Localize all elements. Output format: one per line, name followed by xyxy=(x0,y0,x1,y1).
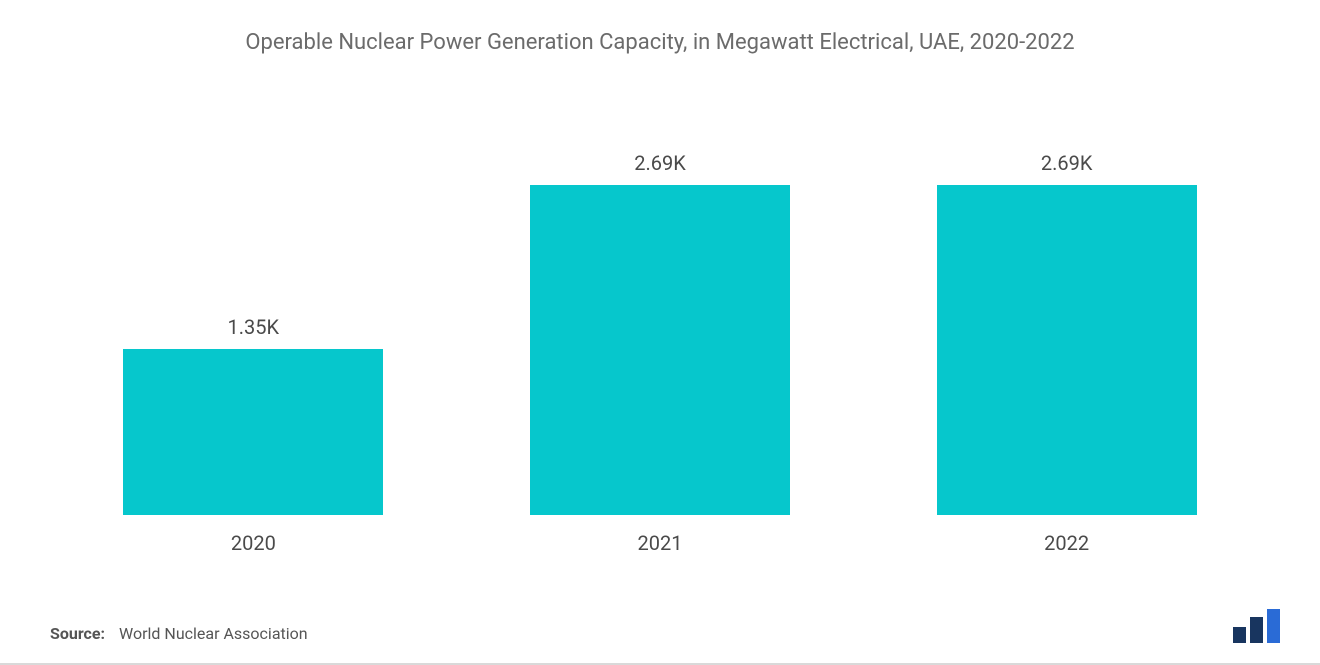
source-label: Source: xyxy=(50,624,105,643)
bar-value-2: 2.69K xyxy=(1041,151,1093,175)
chart-title: Operable Nuclear Power Generation Capaci… xyxy=(50,30,1270,55)
bars-row: 1.35K 2.69K 2.69K xyxy=(50,95,1270,515)
bar-group-0: 1.35K xyxy=(50,315,457,515)
source-row: Source: World Nuclear Association xyxy=(50,624,308,643)
x-label-1: 2021 xyxy=(457,531,864,555)
bar-group-1: 2.69K xyxy=(457,151,864,515)
bar-value-1: 2.69K xyxy=(634,151,686,175)
x-label-0: 2020 xyxy=(50,531,457,555)
bar-group-2: 2.69K xyxy=(863,151,1270,515)
logo-icon xyxy=(1231,607,1285,645)
plot-area: 1.35K 2.69K 2.69K 2020 2021 2022 xyxy=(50,95,1270,555)
brand-logo xyxy=(1231,607,1285,645)
bar-0 xyxy=(123,349,383,515)
logo-bar-3 xyxy=(1267,609,1280,643)
bar-1 xyxy=(530,185,790,515)
logo-bar-1 xyxy=(1233,627,1246,643)
bar-2 xyxy=(937,185,1197,515)
bar-value-0: 1.35K xyxy=(228,315,280,339)
logo-bar-2 xyxy=(1250,617,1263,643)
chart-container: Operable Nuclear Power Generation Capaci… xyxy=(0,0,1320,665)
x-axis-labels: 2020 2021 2022 xyxy=(50,531,1270,555)
source-text: World Nuclear Association xyxy=(119,624,308,643)
x-label-2: 2022 xyxy=(863,531,1270,555)
